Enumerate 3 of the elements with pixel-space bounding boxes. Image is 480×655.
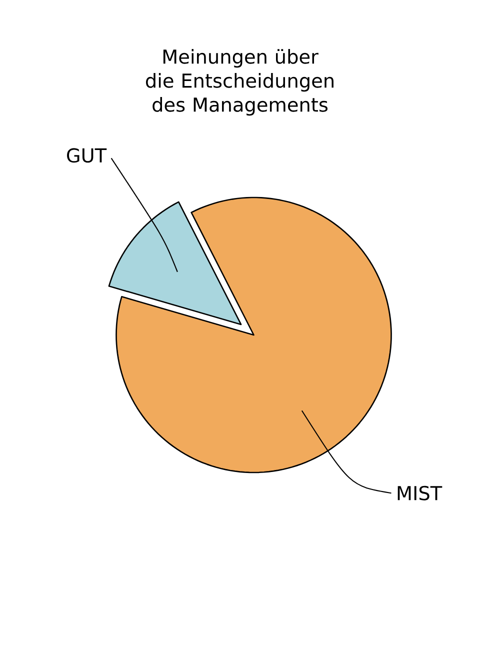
slice-label: GUT xyxy=(67,148,107,163)
slice-label: MIST xyxy=(398,486,442,500)
chart-title: Meinungen über die Entscheidungen des Managements xyxy=(146,49,334,116)
